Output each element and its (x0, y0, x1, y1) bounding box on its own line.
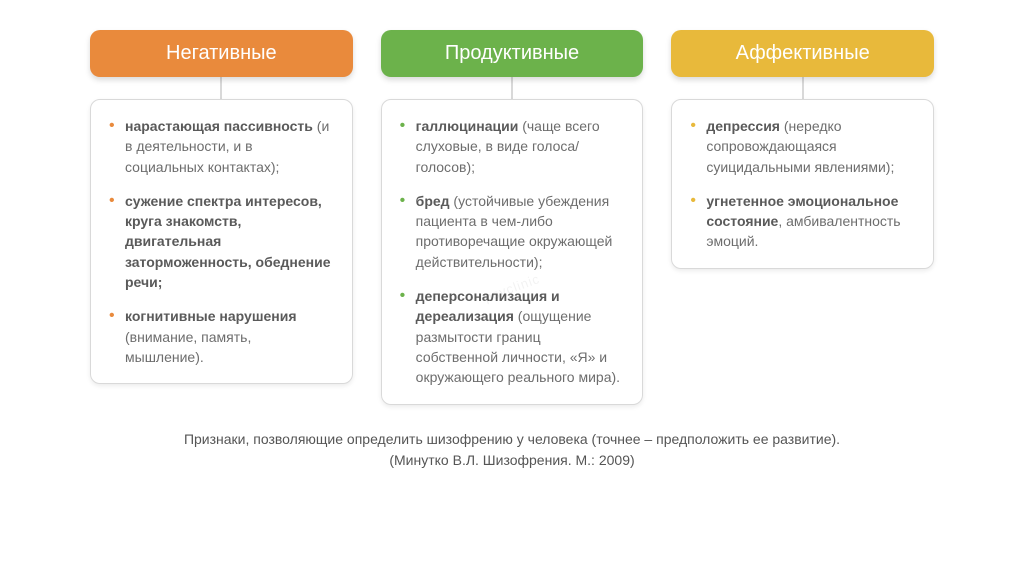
list-item: галлюцинации (чаще всего слуховые, в вид… (400, 116, 625, 177)
item-rest: (внимание, память, мышление). (125, 329, 251, 365)
list-item: деперсонализация и дереализация (ощущени… (400, 286, 625, 387)
column-header-productive: Продуктивные (381, 30, 644, 77)
item-bold: галлюцинации (416, 118, 519, 134)
list-item: нарастающая пассивность (и в деятельност… (109, 116, 334, 177)
caption: Признаки, позволяющие определить шизофре… (90, 429, 934, 471)
caption-line-2: (Минутко В.Л. Шизофрения. М.: 2009) (389, 452, 634, 468)
column-body-productive: галлюцинации (чаще всего слуховые, в вид… (381, 99, 644, 405)
item-list: депрессия (нередко сопровождающаяся суиц… (690, 116, 915, 252)
columns-row: Негативные нарастающая пассивность (и в д… (90, 30, 934, 405)
caption-line-1: Признаки, позволяющие определить шизофре… (184, 431, 840, 447)
item-list: нарастающая пассивность (и в деятельност… (109, 116, 334, 367)
item-bold: когнитивные нарушения (125, 308, 297, 324)
column-affective: Аффективные депрессия (нередко сопровожда… (671, 30, 934, 269)
column-header-affective: Аффективные (671, 30, 934, 77)
column-body-affective: депрессия (нередко сопровождающаяся суиц… (671, 99, 934, 269)
connector (802, 77, 804, 99)
list-item: когнитивные нарушения (внимание, память,… (109, 306, 334, 367)
column-header-negative: Негативные (90, 30, 353, 77)
list-item: сужение спектра интересов, круга знакомс… (109, 191, 334, 292)
item-bold: нарастающая пассивность (125, 118, 313, 134)
item-bold: бред (416, 193, 450, 209)
connector (511, 77, 513, 99)
column-body-negative: нарастающая пассивность (и в деятельност… (90, 99, 353, 384)
diagram-container: Негативные нарастающая пассивность (и в д… (0, 0, 1024, 481)
list-item: угнетенное эмоциональное состояние, амби… (690, 191, 915, 252)
connector (220, 77, 222, 99)
column-negative: Негативные нарастающая пассивность (и в д… (90, 30, 353, 384)
list-item: депрессия (нередко сопровождающаяся суиц… (690, 116, 915, 177)
item-list: галлюцинации (чаще всего слуховые, в вид… (400, 116, 625, 388)
column-productive: Продуктивные галлюцинации (чаще всего слу… (381, 30, 644, 405)
list-item: бред (устойчивые убеждения пациента в че… (400, 191, 625, 272)
item-bold: депрессия (706, 118, 780, 134)
item-bold: сужение спектра интересов, круга знакомс… (125, 193, 331, 290)
